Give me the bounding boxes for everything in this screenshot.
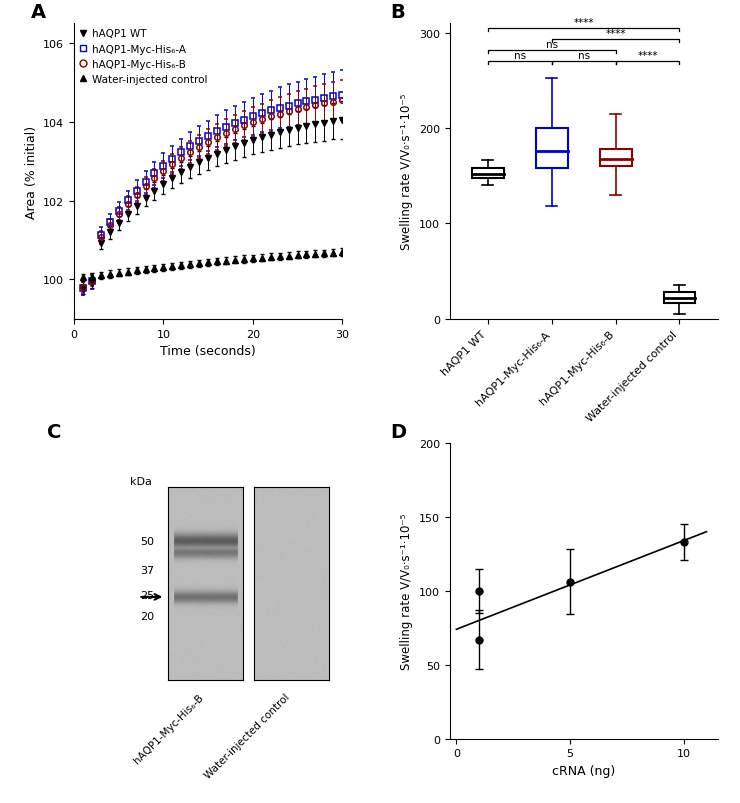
Text: 50: 50 — [141, 536, 155, 547]
Text: D: D — [391, 422, 407, 442]
Y-axis label: Area (% initial): Area (% initial) — [24, 125, 38, 218]
Text: ****: **** — [605, 30, 626, 39]
Legend: hAQP1 WT, hAQP1-Myc-His₆-A, hAQP1-Myc-His₆-B, Water-injected control: hAQP1 WT, hAQP1-Myc-His₆-A, hAQP1-Myc-Hi… — [79, 29, 207, 85]
Y-axis label: Swelling rate V/V₀·s⁻¹·10⁻⁵: Swelling rate V/V₀·s⁻¹·10⁻⁵ — [400, 513, 413, 669]
Text: ****: **** — [574, 18, 594, 28]
X-axis label: cRNA (ng): cRNA (ng) — [552, 764, 615, 777]
Text: 37: 37 — [141, 565, 155, 575]
Text: ns: ns — [545, 40, 558, 50]
Text: C: C — [47, 422, 61, 442]
Text: B: B — [391, 3, 406, 22]
X-axis label: Time (seconds): Time (seconds) — [161, 344, 256, 357]
Text: ns: ns — [514, 51, 526, 61]
Text: ****: **** — [637, 51, 658, 61]
Y-axis label: Swelling rate V/V₀·s⁻¹·10⁻⁵: Swelling rate V/V₀·s⁻¹·10⁻⁵ — [400, 94, 413, 250]
Text: 25: 25 — [141, 590, 155, 600]
Text: ns: ns — [578, 51, 590, 61]
Text: Water-injected control: Water-injected control — [203, 691, 292, 781]
Text: 20: 20 — [141, 611, 155, 622]
Bar — [536, 128, 568, 169]
Bar — [472, 169, 504, 178]
Bar — [599, 150, 631, 167]
Text: hAQP1-Myc-His₆-B: hAQP1-Myc-His₆-B — [132, 691, 206, 765]
Text: A: A — [31, 3, 46, 22]
Text: kDa: kDa — [130, 477, 152, 487]
Bar — [664, 293, 696, 304]
